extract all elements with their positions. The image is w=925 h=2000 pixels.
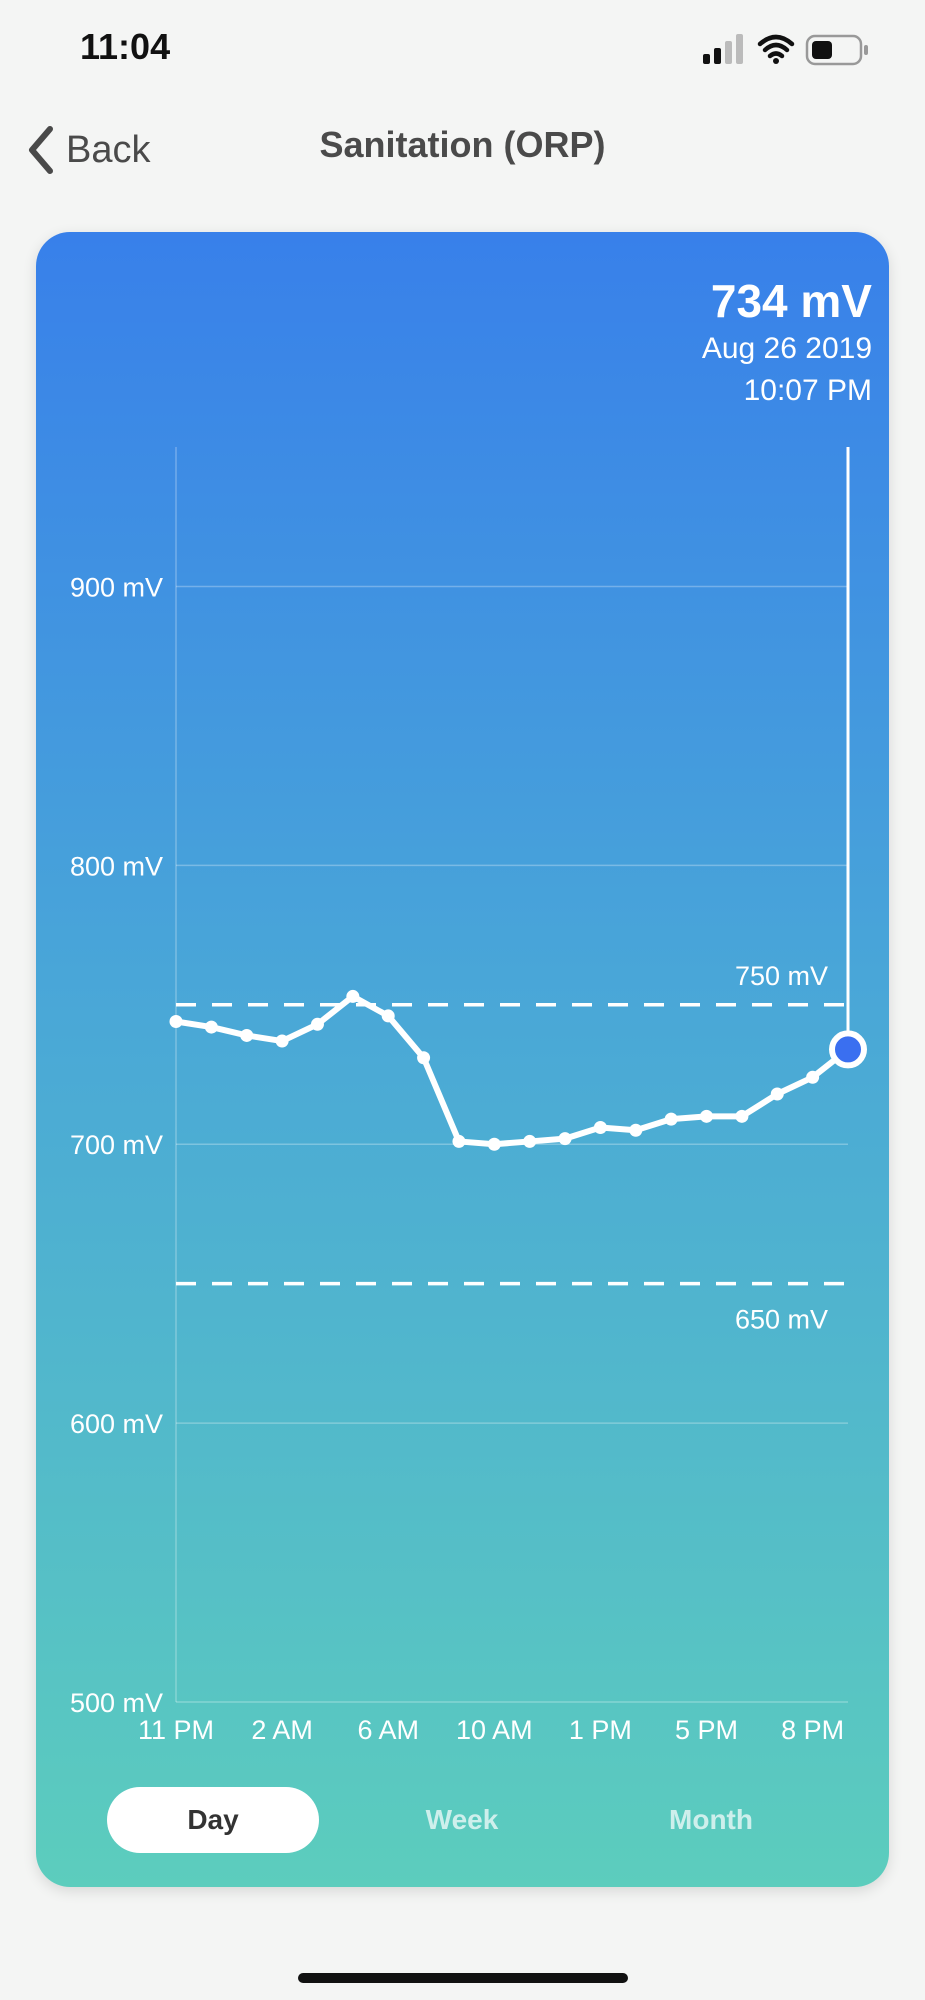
back-button[interactable]: Back	[26, 122, 150, 178]
threshold-label: 650 mV	[735, 1305, 828, 1335]
y-tick-label: 500 mV	[70, 1688, 163, 1718]
readout-date: Aug 26 2019	[701, 332, 872, 365]
home-indicator	[298, 1973, 628, 1983]
data-point	[593, 1120, 607, 1134]
nav-bar: Back Sanitation (ORP)	[0, 100, 925, 200]
y-tick-label: 900 mV	[70, 572, 163, 602]
data-point	[558, 1132, 572, 1146]
data-point	[735, 1109, 749, 1123]
x-tick-label: 2 AM	[251, 1715, 313, 1745]
data-point	[310, 1017, 324, 1031]
orp-line-chart[interactable]: 500 mV 600 mV 700 mV 800 mV 900 mV 11 PM 2 AM 6…	[36, 232, 889, 1772]
series-line	[173, 993, 851, 1148]
page-title: Sanitation (ORP)	[319, 124, 606, 165]
data-point	[806, 1070, 820, 1084]
x-tick-label: 10 AM	[456, 1715, 533, 1745]
x-tick-label: 8 PM	[781, 1715, 844, 1745]
data-point	[169, 1015, 183, 1029]
range-selector: Day Week Month	[36, 1787, 889, 1867]
chart-card: 500 mV 600 mV 700 mV 800 mV 900 mV 11 PM 2 AM 6…	[36, 232, 889, 1887]
data-point	[700, 1109, 714, 1123]
data-point	[523, 1134, 537, 1148]
x-tick-label: 1 PM	[569, 1715, 632, 1745]
data-point	[275, 1034, 289, 1048]
y-tick-label: 800 mV	[70, 851, 163, 881]
threshold-label: 750 mV	[735, 961, 828, 991]
chevron-left-icon	[29, 126, 53, 174]
data-point	[487, 1137, 501, 1151]
wifi-icon	[757, 34, 795, 64]
data-point	[664, 1112, 678, 1126]
data-point	[204, 1020, 218, 1034]
x-tick-label: 5 PM	[675, 1715, 738, 1745]
readout-time: 10:07 PM	[743, 374, 872, 407]
status-icons	[703, 34, 868, 66]
data-point	[381, 1009, 395, 1023]
data-point	[417, 1051, 431, 1065]
x-tick-label: 11 PM	[138, 1715, 214, 1745]
selected-data-point	[829, 1030, 867, 1069]
data-point	[770, 1087, 784, 1101]
day-button[interactable]: Day	[107, 1787, 319, 1853]
data-point	[240, 1028, 254, 1042]
status-bar: 11:04	[0, 0, 925, 100]
x-tick-label: 6 AM	[357, 1715, 419, 1745]
month-button[interactable]: Month	[669, 1804, 753, 1835]
readout-value: 734 mV	[710, 275, 872, 327]
value-readout: 734 mV Aug 26 2019 10:07 PM	[702, 274, 872, 412]
data-point	[452, 1134, 466, 1148]
signal-icon	[703, 34, 743, 64]
week-button[interactable]: Week	[425, 1804, 499, 1835]
data-point	[346, 989, 360, 1003]
back-label: Back	[66, 128, 151, 171]
battery-icon	[805, 34, 868, 66]
data-point	[629, 1123, 643, 1137]
y-tick-label: 700 mV	[70, 1130, 163, 1160]
y-tick-label: 600 mV	[70, 1409, 163, 1439]
status-time: 11:04	[80, 26, 171, 67]
